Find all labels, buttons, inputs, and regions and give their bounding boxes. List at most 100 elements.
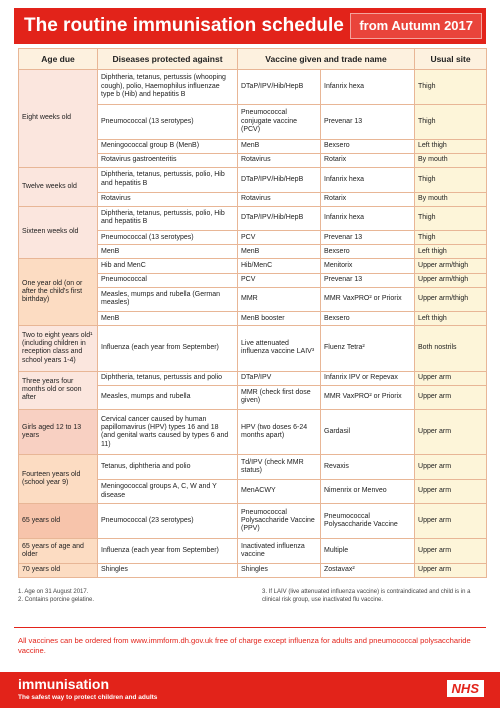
usual-site: Left thigh bbox=[414, 311, 488, 327]
schedule-row: MenB MenB booster Bexsero Left thigh bbox=[19, 311, 488, 327]
nhs-logo: NHS bbox=[446, 680, 484, 697]
usual-site: Left thigh bbox=[414, 138, 488, 154]
disease: Diphtheria, tetanus, pertussis (whooping… bbox=[97, 69, 238, 105]
footnote: 1. Age on 31 August 2017. bbox=[18, 589, 89, 595]
vaccine: Td/IPV (check MMR status) bbox=[237, 454, 321, 480]
vaccine: Inactivated influenza vaccine bbox=[237, 538, 321, 564]
schedule-row: Rotavirus Rotavirus Rotarix By mouth bbox=[19, 191, 488, 207]
column-header: Usual site bbox=[414, 48, 488, 70]
disease: Measles, mumps and rubella (German measl… bbox=[97, 286, 238, 313]
logo: immunisation bbox=[18, 676, 110, 692]
trade-name: Fluenz Tetra² bbox=[319, 325, 416, 372]
trade-name: Gardasil bbox=[319, 409, 416, 456]
disease: Meningococcal groups A, C, W and Y disea… bbox=[97, 478, 238, 505]
footnote: 3. If LAIV (live attenuated influenza va… bbox=[262, 589, 471, 603]
vaccine: MMR (check first dose given) bbox=[237, 384, 321, 411]
trade-name: Infanrix hexa bbox=[319, 205, 416, 232]
trade-name: Infanrix hexa bbox=[319, 69, 416, 105]
usual-site: Upper arm bbox=[414, 503, 488, 540]
age-due: Eight weeks old bbox=[18, 69, 98, 168]
trade-name: Nimenrix or Menveo bbox=[319, 478, 416, 505]
usual-site: Upper arm bbox=[414, 562, 488, 579]
usual-site: Upper arm/thigh bbox=[414, 258, 488, 274]
usual-site: Both nostrils bbox=[414, 325, 488, 372]
vaccine: MMR bbox=[237, 286, 321, 313]
age-due: Three years four months old or soon afte… bbox=[18, 370, 98, 411]
vaccine: MenB bbox=[237, 244, 321, 260]
disease: Rotavirus gastroenteritis bbox=[97, 152, 238, 169]
vaccine: PCV bbox=[237, 230, 321, 246]
trade-name: Bexsero bbox=[319, 244, 416, 260]
schedule-row: Meningococcal groups A, C, W and Y disea… bbox=[19, 478, 488, 505]
disease: Pneumococcal (13 serotypes) bbox=[97, 230, 238, 246]
vaccine: Pneumococcal Polysaccharide Vaccine (PPV… bbox=[237, 503, 321, 540]
disease: Influenza (each year from September) bbox=[97, 325, 238, 372]
schedule-row: Pneumococcal (13 serotypes) Pneumococcal … bbox=[19, 103, 488, 140]
age-due: Girls aged 12 to 13 years bbox=[18, 409, 98, 456]
column-header: Age due bbox=[18, 48, 98, 70]
schedule-row: Measles, mumps and rubella MMR (check fir… bbox=[19, 384, 488, 411]
disease: Pneumococcal bbox=[97, 272, 238, 288]
vaccine: MenACWY bbox=[237, 478, 321, 505]
schedule-row: Rotavirus gastroenteritis Rotavirus Rotari… bbox=[19, 152, 488, 169]
trade-name: Prevenar 13 bbox=[319, 230, 416, 246]
disease: Cervical cancer caused by human papillom… bbox=[97, 409, 238, 456]
trade-name: Bexsero bbox=[319, 138, 416, 154]
disease: MenB bbox=[97, 311, 238, 327]
header-bar: The routine immunisation schedule from A… bbox=[14, 8, 486, 44]
trade-name: MMR VaxPRO² or Priorix bbox=[319, 286, 416, 313]
schedule-row: Fourteen years old (school year 9) Tetanu… bbox=[18, 454, 488, 505]
usual-site: Upper arm bbox=[414, 454, 488, 480]
vaccine: DTaP/IPV/Hib/HepB bbox=[237, 69, 321, 105]
trade-name: Prevenar 13 bbox=[319, 103, 416, 140]
usual-site: Thigh bbox=[414, 103, 488, 140]
schedule-row: Three years four months old or soon afte… bbox=[18, 370, 488, 411]
disease: Diphtheria, tetanus, pertussis, polio, H… bbox=[97, 167, 238, 193]
usual-site: Thigh bbox=[414, 69, 488, 105]
schedule-row: 65 years of age and older Influenza (each… bbox=[18, 538, 488, 564]
vaccine: PCV bbox=[237, 272, 321, 288]
vaccine: MenB booster bbox=[237, 311, 321, 327]
schedule-row: Eight weeks old Diphtheria, tetanus, pert… bbox=[18, 69, 488, 168]
header-row: Age due Diseases protected against Vacci… bbox=[18, 48, 488, 70]
disease: Pneumococcal (13 serotypes) bbox=[97, 103, 238, 140]
age-due: 70 years old bbox=[18, 562, 98, 579]
vaccine: MenB bbox=[237, 138, 321, 154]
column-header: Vaccine given and trade name bbox=[236, 48, 416, 70]
disease: Diphtheria, tetanus, pertussis and polio bbox=[97, 370, 238, 386]
usual-site: By mouth bbox=[414, 191, 488, 207]
vaccine: DTaP/IPV bbox=[237, 370, 321, 386]
trade-name: Multiple bbox=[319, 538, 416, 564]
vaccine: Rotavirus bbox=[237, 152, 321, 169]
vaccine: Rotavirus bbox=[237, 191, 321, 207]
schedule-row: 65 years old Pneumococcal (23 serotypes) P… bbox=[18, 503, 488, 540]
usual-site: By mouth bbox=[414, 152, 488, 169]
age-due: One year old (on or after the child's fi… bbox=[18, 258, 98, 327]
trade-name: Infanrix hexa bbox=[319, 167, 416, 193]
schedule-row: One year old (on or after the child's fi… bbox=[18, 258, 488, 327]
edition: from Autumn 2017 bbox=[350, 13, 482, 39]
footer-bar: immunisation The safest way to protect c… bbox=[0, 672, 500, 708]
title: The routine immunisation schedule bbox=[24, 15, 344, 36]
trade-name: Infanrix IPV or Repevax bbox=[319, 370, 416, 386]
disease: Shingles bbox=[97, 562, 238, 579]
vaccine: HPV (two doses 6-24 months apart) bbox=[237, 409, 321, 456]
usual-site: Upper arm/thigh bbox=[414, 272, 488, 288]
disease: Tetanus, diphtheria and polio bbox=[97, 454, 238, 480]
age-due: Fourteen years old (school year 9) bbox=[18, 454, 98, 505]
trade-name: Bexsero bbox=[319, 311, 416, 327]
vaccine: DTaP/IPV/Hib/HepB bbox=[237, 167, 321, 193]
usual-site: Upper arm bbox=[414, 478, 488, 505]
vaccine: Live attenuated influenza vaccine LAIV³ bbox=[237, 325, 321, 372]
schedule-table: Age due Diseases protected against Vacci… bbox=[18, 48, 488, 579]
disease: Hib and MenC bbox=[97, 258, 238, 274]
usual-site: Upper arm bbox=[414, 370, 488, 386]
trade-name: Zostavax² bbox=[319, 562, 416, 579]
disease: Influenza (each year from September) bbox=[97, 538, 238, 564]
usual-site: Upper arm bbox=[414, 384, 488, 411]
vaccine: DTaP/IPV/Hib/HepB bbox=[237, 205, 321, 232]
vaccine: Hib/MenC bbox=[237, 258, 321, 274]
schedule-row: Measles, mumps and rubella (German measl… bbox=[19, 286, 488, 313]
schedule-row: Girls aged 12 to 13 years Cervical cancer… bbox=[18, 409, 488, 456]
